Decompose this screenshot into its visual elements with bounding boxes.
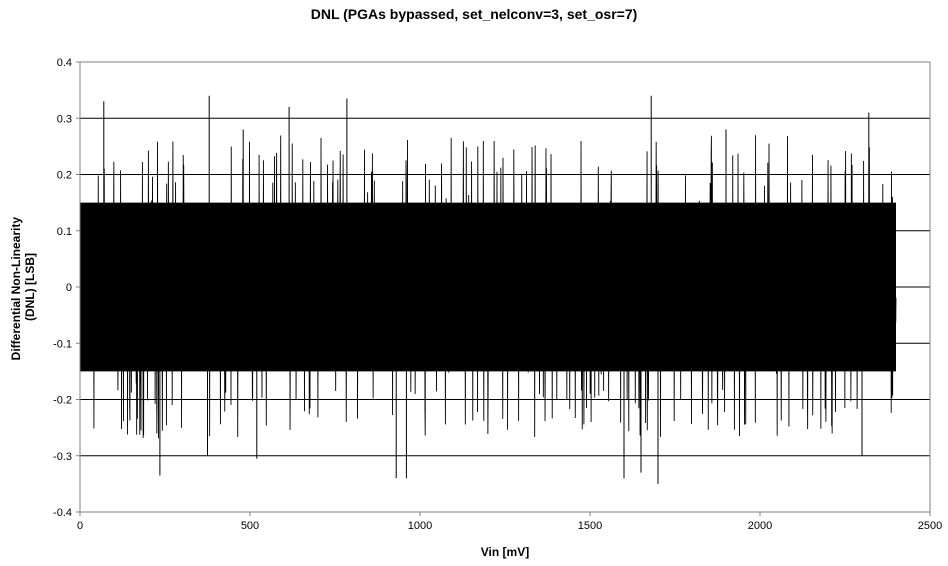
y-tick-label-4: 0 — [66, 282, 72, 294]
y-axis: 0.4 0.3 0.2 0.1 0 -0.1 -0.2 -0.3 -0.4 — [53, 57, 80, 519]
x-axis: 0 500 1000 1500 2000 2500 — [77, 512, 942, 532]
x-tick-label-1: 500 — [241, 520, 259, 532]
y-tick-label-1: 0.3 — [57, 113, 72, 125]
y-tick-label-3: 0.1 — [57, 226, 72, 238]
y-tick-label-0: 0.4 — [57, 57, 72, 69]
chart-title: DNL (PGAs bypassed, set_nelconv=3, set_o… — [310, 6, 638, 22]
y-axis-title-line-1: Differential Non-Linearity — [9, 217, 23, 361]
dnl-core-band — [80, 202, 896, 372]
y-axis-title: Differential Non-Linearity (DNL) [LSB] — [9, 214, 37, 361]
y-axis-title-line-2: (DNL) [LSB] — [23, 253, 37, 321]
y-tick-label-7: -0.3 — [53, 451, 72, 463]
x-tick-label-4: 2000 — [748, 520, 772, 532]
x-tick-label-2: 1000 — [408, 520, 432, 532]
x-tick-label-3: 1500 — [578, 520, 602, 532]
x-tick-label-0: 0 — [77, 520, 83, 532]
y-tick-label-8: -0.4 — [53, 507, 72, 519]
x-tick-label-5: 2500 — [918, 520, 942, 532]
dnl-series — [79, 95, 897, 484]
y-tick-label-2: 0.2 — [57, 170, 72, 182]
y-tick-label-5: -0.1 — [53, 338, 72, 350]
x-axis-title: Vin [mV] — [481, 545, 529, 559]
y-tick-label-6: -0.2 — [53, 395, 72, 407]
